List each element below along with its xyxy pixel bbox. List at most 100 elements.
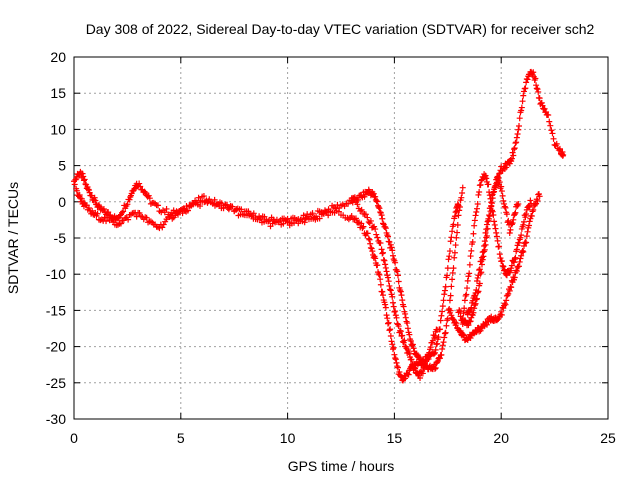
data-point xyxy=(362,211,369,218)
data-point xyxy=(402,375,409,382)
data-point xyxy=(508,284,515,291)
data-point xyxy=(516,258,523,265)
data-point xyxy=(370,190,377,197)
data-point xyxy=(511,146,518,153)
data-point xyxy=(125,216,132,223)
data-point xyxy=(384,233,391,240)
data-point xyxy=(233,206,240,213)
data-point xyxy=(528,212,535,219)
data-point xyxy=(382,223,389,230)
data-point xyxy=(483,221,490,228)
data-point xyxy=(508,265,515,272)
data-point xyxy=(520,221,527,228)
data-point xyxy=(482,229,489,236)
data-point xyxy=(394,272,401,279)
data-point xyxy=(481,238,488,245)
data-point xyxy=(449,228,456,235)
data-point xyxy=(137,183,144,190)
data-point xyxy=(136,180,143,187)
data-point xyxy=(470,309,477,316)
data-point xyxy=(518,107,525,114)
data-point xyxy=(401,337,408,344)
data-point xyxy=(380,220,387,227)
data-point xyxy=(464,277,471,284)
data-point xyxy=(391,351,398,358)
data-point xyxy=(456,308,463,315)
data-point xyxy=(454,229,461,236)
data-point xyxy=(79,170,86,177)
data-point xyxy=(515,126,522,133)
data-point xyxy=(379,288,386,295)
data-point xyxy=(508,155,515,162)
data-point xyxy=(89,207,96,214)
data-point xyxy=(456,307,463,314)
data-point xyxy=(475,191,482,198)
data-point xyxy=(517,234,524,241)
data-point xyxy=(91,194,98,201)
data-point xyxy=(80,177,87,184)
data-point xyxy=(439,308,446,315)
data-point xyxy=(85,204,92,211)
data-point xyxy=(389,252,396,259)
data-point xyxy=(473,277,480,284)
data-point xyxy=(163,205,170,212)
data-point xyxy=(461,297,468,304)
x-tick-label: 0 xyxy=(70,430,78,446)
data-point xyxy=(480,248,487,255)
data-point xyxy=(483,321,490,328)
data-point xyxy=(393,314,400,321)
data-point xyxy=(465,273,472,280)
data-point xyxy=(545,112,552,119)
data-point xyxy=(536,193,543,200)
data-point xyxy=(389,346,396,353)
data-point xyxy=(434,340,441,347)
data-point xyxy=(398,292,405,299)
data-point xyxy=(483,175,490,182)
data-point xyxy=(284,218,291,225)
data-point xyxy=(380,249,387,256)
data-point xyxy=(432,365,439,372)
data-point xyxy=(431,349,438,356)
data-point xyxy=(487,195,494,202)
data-point xyxy=(391,308,398,315)
series-track-a xyxy=(71,168,466,373)
data-point xyxy=(474,274,481,281)
data-point xyxy=(483,226,490,233)
data-point xyxy=(465,322,472,329)
data-point xyxy=(513,139,520,146)
data-point xyxy=(498,311,505,318)
data-point xyxy=(441,330,448,337)
data-point xyxy=(485,215,492,222)
data-point xyxy=(316,215,323,222)
data-point xyxy=(533,82,540,89)
data-point xyxy=(335,208,342,215)
data-point xyxy=(442,329,449,336)
data-point xyxy=(548,127,555,134)
data-point xyxy=(469,297,476,304)
chart-title: Day 308 of 2022, Sidereal Day-to-day VTE… xyxy=(86,21,595,37)
data-point xyxy=(395,278,402,285)
data-point xyxy=(71,181,78,188)
data-point xyxy=(445,256,452,263)
data-point xyxy=(402,310,409,317)
data-point xyxy=(261,213,268,220)
data-point xyxy=(440,339,447,346)
data-point xyxy=(523,233,530,240)
data-point xyxy=(399,332,406,339)
data-point xyxy=(496,251,503,258)
data-point xyxy=(520,248,527,255)
x-tick-label: 5 xyxy=(177,430,185,446)
data-point xyxy=(170,207,177,214)
data-point xyxy=(367,217,374,224)
data-point xyxy=(468,247,475,254)
data-point xyxy=(443,322,450,329)
data-point xyxy=(466,261,473,268)
data-point xyxy=(510,152,517,159)
data-point xyxy=(386,238,393,245)
data-point xyxy=(388,244,395,251)
series-track-c xyxy=(348,194,441,381)
data-point xyxy=(147,218,154,225)
data-point xyxy=(518,104,525,111)
data-point xyxy=(490,189,497,196)
